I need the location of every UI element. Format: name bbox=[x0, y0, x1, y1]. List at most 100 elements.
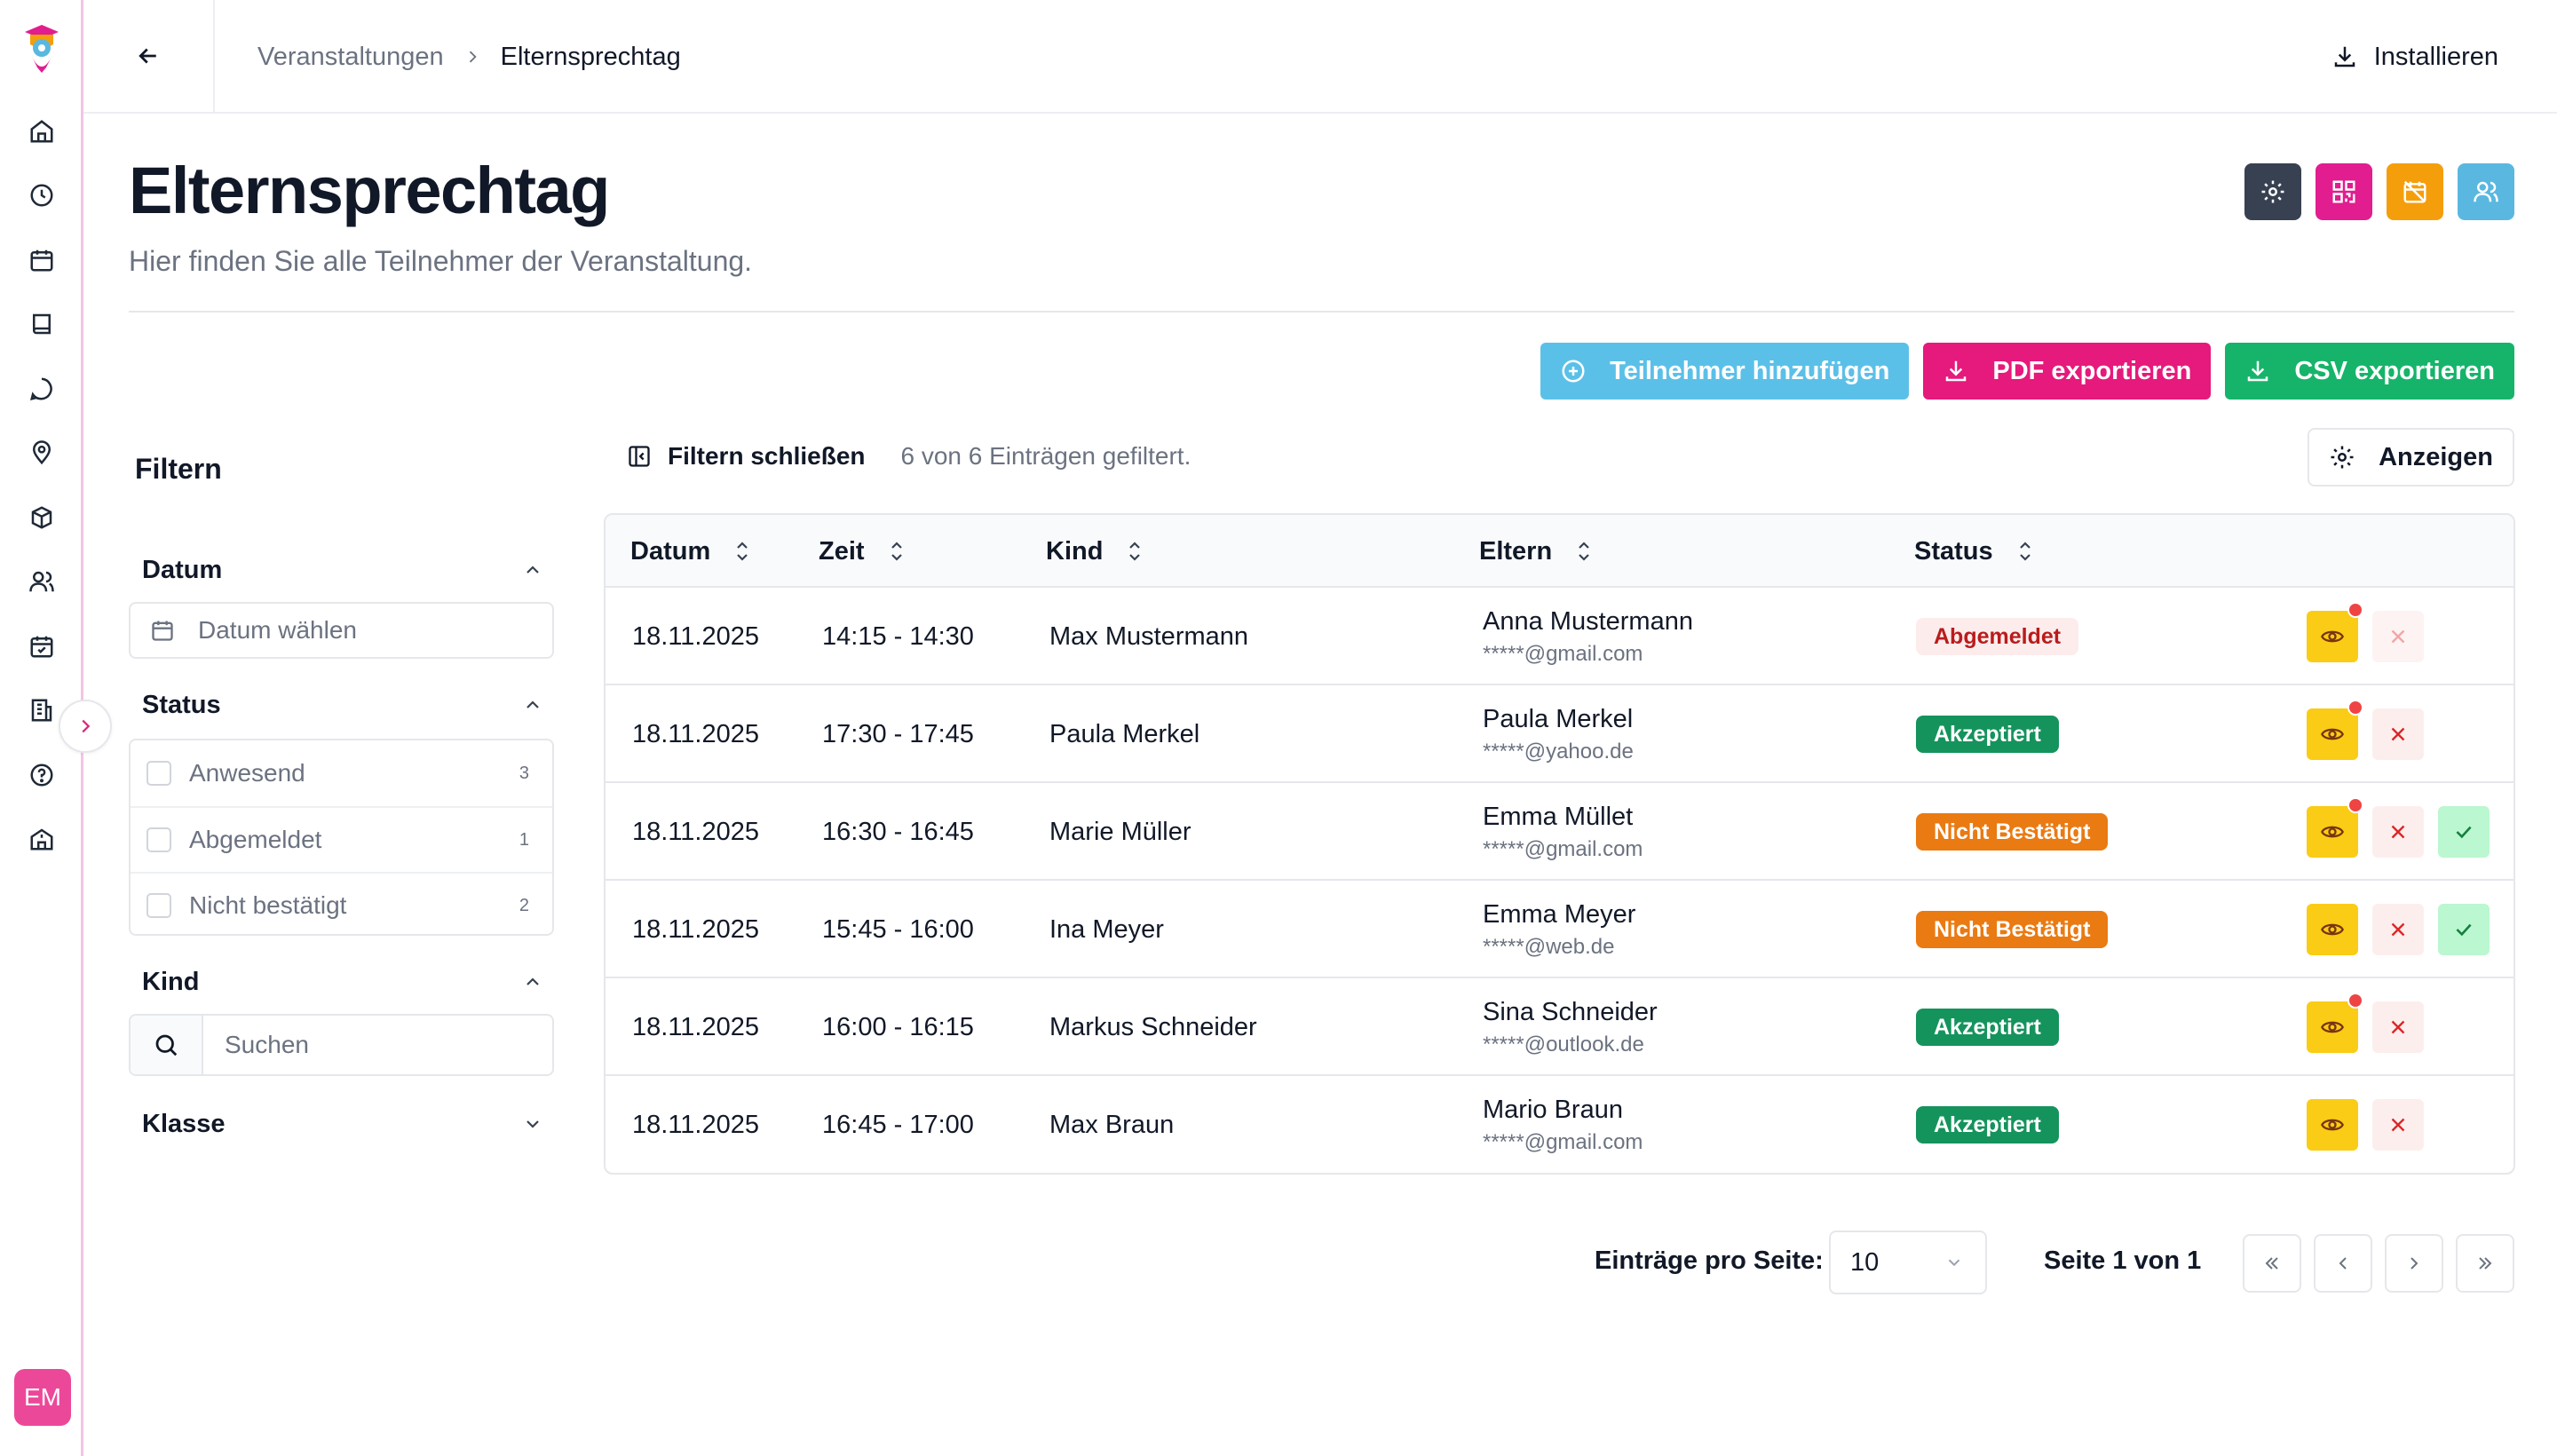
chat-icon[interactable] bbox=[26, 373, 58, 405]
settings-button[interactable] bbox=[2244, 163, 2301, 220]
calendar-icon[interactable] bbox=[26, 244, 58, 276]
reject-button[interactable] bbox=[2372, 708, 2424, 760]
filter-klasse-toggle[interactable]: Klasse bbox=[142, 1106, 543, 1142]
view-button[interactable] bbox=[2307, 1099, 2358, 1151]
reject-button[interactable] bbox=[2372, 806, 2424, 858]
close-filter-button[interactable]: Filtern schließen bbox=[627, 442, 866, 471]
status-option-nicht-bestaetigt[interactable]: Nicht bestätigt 2 bbox=[131, 872, 552, 938]
cell-parent: Paula Merkel *****@yahoo.de bbox=[1483, 685, 1634, 783]
calendar-off-button[interactable] bbox=[2387, 163, 2443, 220]
column-header-eltern[interactable]: Eltern bbox=[1479, 515, 1595, 588]
cell-status: Akzeptiert bbox=[1916, 1076, 2059, 1173]
table-toolbar: Filtern schließen 6 von 6 Einträgen gefi… bbox=[627, 439, 1191, 474]
participants-table: Datum Zeit Kind Eltern Status 18.11.2025… bbox=[604, 513, 2515, 1175]
parent-email: *****@yahoo.de bbox=[1483, 739, 1634, 764]
filter-date-toggle[interactable]: Datum bbox=[142, 552, 543, 588]
view-button[interactable] bbox=[2307, 993, 2363, 1053]
help-icon[interactable] bbox=[26, 759, 58, 791]
reject-button[interactable] bbox=[2372, 1001, 2424, 1053]
reject-button[interactable] bbox=[2372, 1099, 2424, 1151]
previous-page-button[interactable] bbox=[2314, 1234, 2372, 1293]
package-icon[interactable] bbox=[26, 502, 58, 534]
calendar-check-icon[interactable] bbox=[26, 630, 58, 662]
building-icon[interactable] bbox=[26, 694, 58, 726]
home-icon[interactable] bbox=[26, 115, 58, 147]
next-page-button[interactable] bbox=[2385, 1234, 2443, 1293]
parent-email: *****@web.de bbox=[1483, 934, 1615, 959]
checkbox[interactable] bbox=[146, 827, 171, 852]
view-button[interactable] bbox=[2307, 602, 2363, 662]
cell-child: Marie Müller bbox=[1049, 817, 1191, 846]
column-header-datum[interactable]: Datum bbox=[630, 515, 753, 588]
download-icon bbox=[2248, 360, 2268, 382]
book-icon[interactable] bbox=[26, 308, 58, 340]
view-button[interactable] bbox=[2307, 700, 2363, 760]
status-options: Anwesend 3 Abgemeldet 1 Nicht bestätigt … bbox=[129, 739, 554, 936]
status-option-label: Anwesend bbox=[189, 759, 305, 787]
table-header: Datum Zeit Kind Eltern Status bbox=[606, 515, 2513, 588]
close-icon bbox=[2387, 1016, 2410, 1039]
first-page-button[interactable] bbox=[2243, 1234, 2301, 1293]
export-csv-button[interactable]: CSV exportieren bbox=[2225, 343, 2514, 400]
parent-name: Paula Merkel bbox=[1483, 704, 1634, 733]
parent-email: *****@gmail.com bbox=[1483, 836, 1643, 861]
status-option-abgemeldet[interactable]: Abgemeldet 1 bbox=[131, 806, 552, 872]
reject-button[interactable] bbox=[2372, 611, 2424, 662]
breadcrumb-events[interactable]: Veranstaltungen bbox=[257, 42, 444, 71]
accept-button[interactable] bbox=[2438, 806, 2490, 858]
status-option-anwesend[interactable]: Anwesend 3 bbox=[131, 740, 552, 806]
date-picker-input[interactable]: Datum wählen bbox=[129, 602, 554, 659]
eye-icon bbox=[2320, 1015, 2345, 1040]
cell-time: 14:15 - 14:30 bbox=[822, 621, 974, 651]
location-pin-icon[interactable] bbox=[26, 437, 58, 469]
kind-search-input[interactable]: Suchen bbox=[129, 1014, 554, 1076]
last-page-button[interactable] bbox=[2456, 1234, 2514, 1293]
export-pdf-button[interactable]: PDF exportieren bbox=[1923, 343, 2212, 400]
accept-button[interactable] bbox=[2438, 904, 2490, 955]
date-placeholder: Datum wählen bbox=[198, 616, 357, 644]
participants-button[interactable] bbox=[2458, 163, 2514, 220]
column-header-status[interactable]: Status bbox=[1914, 515, 2036, 588]
parent-email: *****@outlook.de bbox=[1483, 1032, 1644, 1056]
app-logo-icon[interactable] bbox=[20, 21, 64, 75]
close-icon bbox=[2387, 625, 2410, 648]
chevron-left-icon bbox=[2339, 1257, 2347, 1270]
filter-count-text: 6 von 6 Einträgen gefiltert. bbox=[900, 442, 1191, 470]
reject-button[interactable] bbox=[2372, 904, 2424, 955]
cell-time: 17:30 - 17:45 bbox=[822, 719, 974, 748]
expand-sidebar-button[interactable] bbox=[59, 700, 112, 753]
cell-date: 18.11.2025 bbox=[632, 719, 759, 748]
school-icon[interactable] bbox=[26, 823, 58, 855]
export-pdf-label: PDF exportieren bbox=[1992, 356, 2192, 385]
kind-search-placeholder: Suchen bbox=[225, 1031, 309, 1058]
close-icon bbox=[2387, 723, 2410, 746]
qr-code-button[interactable] bbox=[2316, 163, 2372, 220]
filter-kind-toggle[interactable]: Kind bbox=[142, 964, 543, 1000]
column-header-kind[interactable]: Kind bbox=[1046, 515, 1145, 588]
chevrons-left-icon bbox=[2265, 1257, 2278, 1270]
filter-status-toggle[interactable]: Status bbox=[142, 687, 543, 723]
checkbox[interactable] bbox=[146, 761, 171, 786]
sort-icon bbox=[891, 542, 902, 561]
cell-time: 16:30 - 16:45 bbox=[822, 817, 974, 846]
view-options-button[interactable]: Anzeigen bbox=[2308, 428, 2514, 487]
view-button[interactable] bbox=[2307, 797, 2363, 858]
filter-kind-label: Kind bbox=[142, 967, 200, 996]
install-button[interactable]: Installieren bbox=[2331, 36, 2498, 78]
per-page-select[interactable]: 10 bbox=[1829, 1230, 1987, 1294]
page-subtitle: Hier finden Sie alle Teilnehmer der Vera… bbox=[129, 245, 753, 277]
filter-klasse-label: Klasse bbox=[142, 1109, 226, 1138]
view-button[interactable] bbox=[2307, 904, 2358, 955]
parent-email: *****@gmail.com bbox=[1483, 641, 1643, 666]
checkbox[interactable] bbox=[146, 893, 171, 918]
status-option-label: Abgemeldet bbox=[189, 826, 322, 853]
column-header-zeit[interactable]: Zeit bbox=[819, 515, 907, 588]
parent-name: Emma Müllet bbox=[1483, 802, 1634, 831]
cell-child: Ina Meyer bbox=[1049, 914, 1164, 944]
add-participant-button[interactable]: Teilnehmer hinzufügen bbox=[1540, 343, 1910, 400]
back-button[interactable] bbox=[83, 0, 215, 112]
per-page-label: Einträge pro Seite: bbox=[1595, 1246, 1824, 1275]
user-avatar[interactable]: EM bbox=[14, 1369, 71, 1426]
clock-icon[interactable] bbox=[26, 179, 58, 211]
users-icon[interactable] bbox=[26, 566, 58, 597]
